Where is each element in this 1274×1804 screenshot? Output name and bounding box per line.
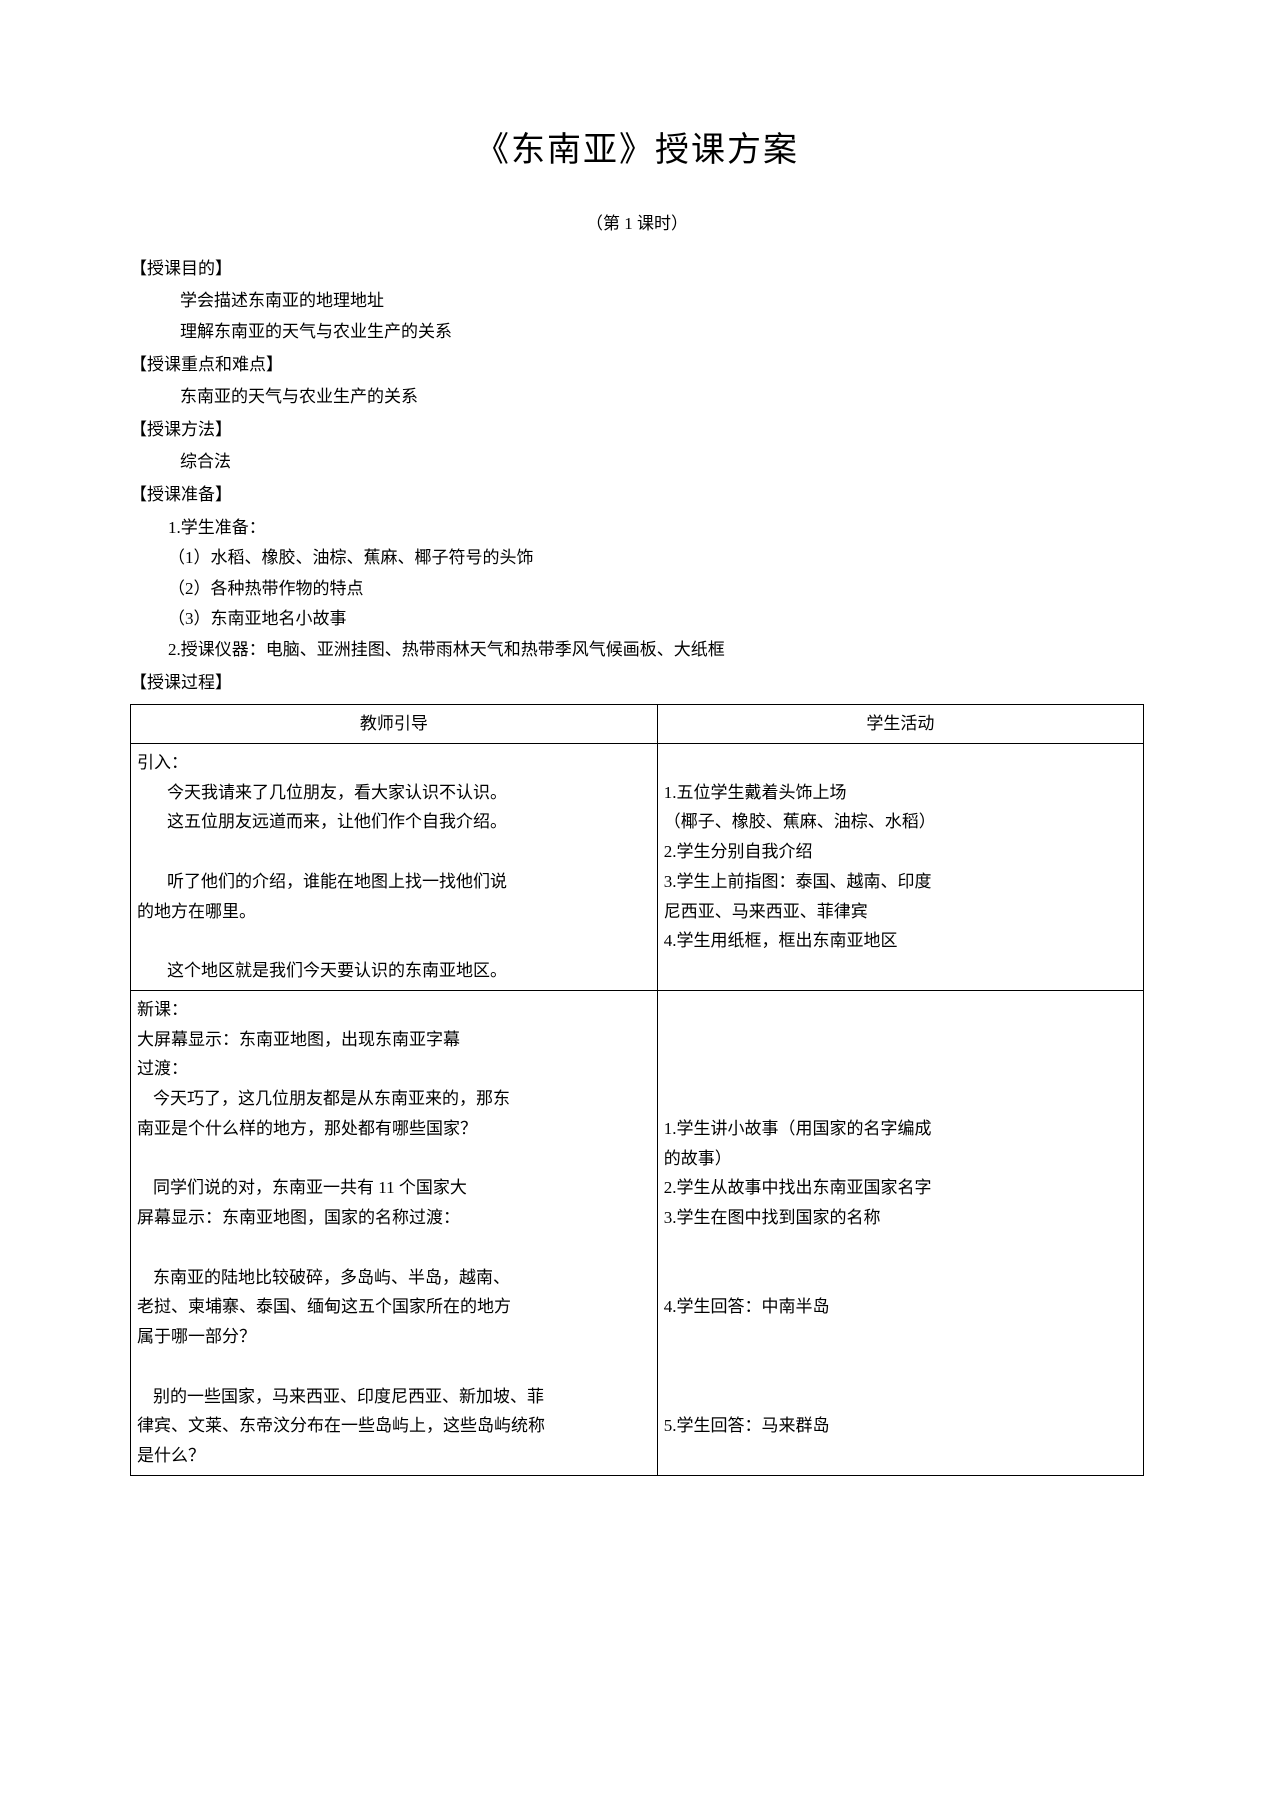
cell-text: 是什么？ <box>137 1441 651 1471</box>
cell-text: 南亚是个什么样的地方，那处都有哪些国家？ <box>137 1114 651 1144</box>
lesson-table: 教师引导 学生活动 引入： 今天我请来了几位朋友，看大家认识不认识。 这五位朋友… <box>130 704 1144 1476</box>
cell-text: 今天我请来了几位朋友，看大家认识不认识。 <box>137 778 651 808</box>
cell-spacer <box>664 1382 1137 1412</box>
objective-item: 学会描述东南亚的地理地址 <box>130 286 1144 317</box>
cell-text: 5.学生回答：马来群岛 <box>664 1411 1137 1441</box>
objective-header: 【授课目的】 <box>130 254 1144 285</box>
cell-text: 东南亚的陆地比较破碎，多岛屿、半岛，越南、 <box>137 1263 651 1293</box>
table-row: 新课： 大屏幕显示：东南亚地图，出现东南亚字幕 过渡： 今天巧了，这几位朋友都是… <box>131 990 1144 1475</box>
process-header: 【授课过程】 <box>130 668 1144 699</box>
cell-text: （椰子、橡胶、蕉麻、油棕、水稻） <box>664 807 1137 837</box>
cell-text: 今天巧了，这几位朋友都是从东南亚来的，那东 <box>137 1084 651 1114</box>
cell-spacer <box>664 1322 1137 1352</box>
method-header: 【授课方法】 <box>130 415 1144 446</box>
prep-equipment: 2.授课仪器：电脑、亚洲挂图、热带雨林天气和热带季风气候画板、大纸框 <box>130 635 1144 666</box>
cell-spacer <box>664 1054 1137 1084</box>
table-header-left: 教师引导 <box>131 705 658 744</box>
cell-text: 4.学生回答：中南半岛 <box>664 1292 1137 1322</box>
cell-spacer <box>137 1144 651 1174</box>
focus-header: 【授课重点和难点】 <box>130 350 1144 381</box>
cell-spacer <box>664 1263 1137 1293</box>
cell-text: 过渡： <box>137 1054 651 1084</box>
cell-spacer <box>664 1233 1137 1263</box>
objective-item: 理解东南亚的天气与农业生产的关系 <box>130 317 1144 348</box>
prep-item: （2）各种热带作物的特点 <box>130 574 1144 605</box>
cell-text: 4.学生用纸框，框出东南亚地区 <box>664 926 1137 956</box>
cell-spacer <box>664 1084 1137 1114</box>
cell-spacer <box>664 1352 1137 1382</box>
focus-item: 东南亚的天气与农业生产的关系 <box>130 382 1144 413</box>
lesson-subtitle: （第 1 课时） <box>130 209 1144 240</box>
cell-spacer <box>664 1025 1137 1055</box>
cell-text: 大屏幕显示：东南亚地图，出现东南亚字幕 <box>137 1025 651 1055</box>
cell-text: 老挝、柬埔寨、泰国、缅甸这五个国家所在的地方 <box>137 1292 651 1322</box>
prep-item: （3）东南亚地名小故事 <box>130 604 1144 635</box>
cell-text: 同学们说的对，东南亚一共有 11 个国家大 <box>137 1173 651 1203</box>
cell-spacer <box>664 995 1137 1025</box>
cell-text: 属于哪一部分？ <box>137 1322 651 1352</box>
cell-text: 2.学生分别自我介绍 <box>664 837 1137 867</box>
cell-spacer <box>137 1233 651 1263</box>
cell-text: 3.学生在图中找到国家的名称 <box>664 1203 1137 1233</box>
cell-text: 1.五位学生戴着头饰上场 <box>664 778 1137 808</box>
cell-text: 3.学生上前指图：泰国、越南、印度 <box>664 867 1137 897</box>
cell-text: 2.学生从故事中找出东南亚国家名字 <box>664 1173 1137 1203</box>
cell-text: 这五位朋友远道而来，让他们作个自我介绍。 <box>137 807 651 837</box>
cell-text: 新课： <box>137 995 651 1025</box>
cell-text: 听了他们的介绍，谁能在地图上找一找他们说 <box>137 867 651 897</box>
cell-spacer <box>664 748 1137 778</box>
cell-text: 别的一些国家，马来西亚、印度尼西亚、新加坡、菲 <box>137 1382 651 1412</box>
cell-spacer <box>137 837 651 867</box>
cell-text: 屏幕显示：东南亚地图，国家的名称过渡： <box>137 1203 651 1233</box>
table-header-right: 学生活动 <box>657 705 1143 744</box>
method-item: 综合法 <box>130 447 1144 478</box>
cell-text: 1.学生讲小故事（用国家的名字编成 <box>664 1114 1137 1144</box>
cell-spacer <box>137 1352 651 1382</box>
page-title: 《东南亚》授课方案 <box>130 120 1144 181</box>
cell-text: 的故事） <box>664 1144 1137 1174</box>
cell-spacer <box>137 926 651 956</box>
cell-text: 引入： <box>137 748 651 778</box>
prep-header: 【授课准备】 <box>130 480 1144 511</box>
cell-text: 的地方在哪里。 <box>137 897 651 927</box>
table-row: 引入： 今天我请来了几位朋友，看大家认识不认识。 这五位朋友远道而来，让他们作个… <box>131 743 1144 990</box>
cell-text: 尼西亚、马来西亚、菲律宾 <box>664 897 1137 927</box>
prep-item: （1）水稻、橡胶、油棕、蕉麻、椰子符号的头饰 <box>130 543 1144 574</box>
prep-student-label: 1.学生准备： <box>130 513 1144 544</box>
cell-text: 律宾、文莱、东帝汶分布在一些岛屿上，这些岛屿统称 <box>137 1411 651 1441</box>
cell-text: 这个地区就是我们今天要认识的东南亚地区。 <box>137 956 651 986</box>
